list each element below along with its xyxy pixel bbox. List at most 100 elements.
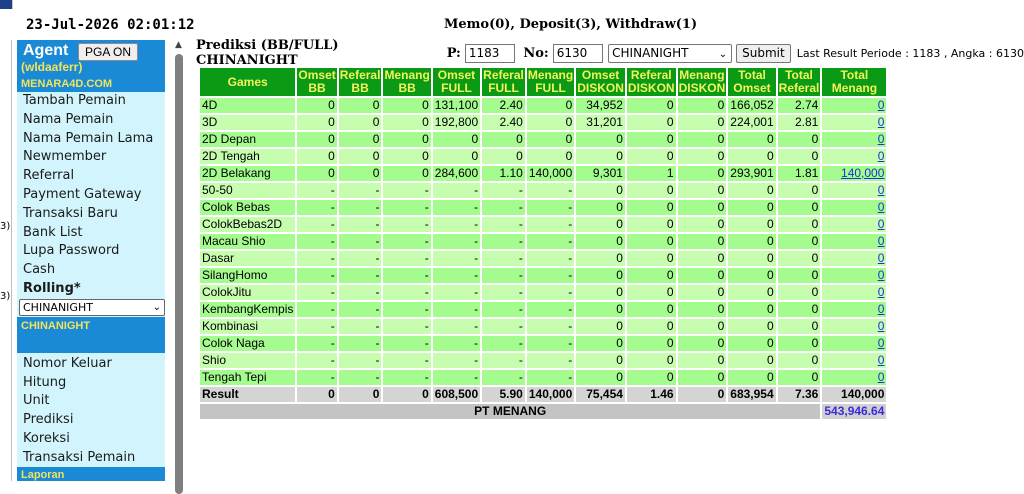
table-cell: 0 [383, 166, 431, 181]
market-select[interactable]: CHINANIGHT ⌄ [19, 298, 165, 316]
sidebar-item[interactable]: Nomor Keluar [23, 355, 112, 371]
total-menang-link[interactable]: 0 [822, 353, 887, 368]
total-menang-link[interactable]: 0 [822, 251, 887, 266]
sidebar-item[interactable]: Transaksi Pemain [23, 449, 136, 465]
table-cell: - [297, 336, 337, 351]
sidebar-item[interactable]: Cash [23, 262, 56, 278]
sidebar: Agent PGA ON (wldaaferr) MENARA4D.COM Ta… [17, 40, 165, 481]
total-menang-link[interactable]: 0 [822, 302, 887, 317]
table-row: Shio - - - - - -0 0 0 0 0 0 [200, 353, 887, 368]
table-cell: - [482, 353, 525, 368]
table-cell: - [432, 268, 481, 283]
table-cell: - [297, 319, 337, 334]
total-menang-link[interactable]: 0 [822, 149, 887, 164]
total-menang-link[interactable]: 0 [822, 268, 887, 283]
total-menang-link[interactable]: 0 [822, 234, 887, 249]
table-cell: 0 [338, 98, 382, 113]
sidebar-item[interactable]: Referral [23, 168, 75, 184]
sidebar-section-laporan[interactable]: Laporan [17, 467, 165, 481]
total-menang-link[interactable]: 0 [822, 200, 887, 215]
table-cell: 0 [677, 132, 727, 147]
market-dropdown[interactable]: CHINANIGHT ⌄ [608, 43, 733, 63]
pga-on-button[interactable]: PGA ON [78, 43, 138, 61]
table-cell: - [383, 285, 431, 300]
table-cell: 0 [677, 353, 727, 368]
sidebar-item[interactable]: Bank List [23, 224, 83, 240]
result-cell: 0 [338, 387, 382, 402]
table-cell: 0 [297, 132, 337, 147]
sidebar-item[interactable]: Hitung [23, 374, 67, 390]
table-cell: - [482, 234, 525, 249]
prediction-form: Prediksi (BB/FULL) CHINANIGHT P: 1183 No… [196, 38, 1024, 68]
sidebar-item[interactable]: Prediksi [23, 412, 74, 428]
table-cell: 0 [432, 149, 481, 164]
table-cell: 0 [626, 132, 676, 147]
sidebar-item[interactable]: Unit [23, 393, 50, 409]
table-cell: 0 [677, 200, 727, 215]
column-header-text: Referal [339, 68, 381, 82]
table-cell: - [338, 302, 382, 317]
total-menang-link[interactable]: 0 [822, 319, 887, 334]
scrollbar-thumb[interactable] [175, 54, 183, 494]
table-cell: 2.74 [777, 98, 821, 113]
left-edge-tick: 3) [0, 291, 11, 302]
table-cell: - [432, 370, 481, 385]
period-input[interactable]: 1183 [464, 43, 516, 63]
sidebar-item[interactable]: Payment Gateway [23, 186, 142, 202]
table-cell: 0 [677, 336, 727, 351]
total-menang-link[interactable]: 140,000 [822, 166, 887, 181]
table-cell: 0 [383, 115, 431, 130]
table-cell: 284,600 [432, 166, 481, 181]
table-cell: 0 [626, 115, 676, 130]
scroll-up-icon[interactable]: ▲ [175, 40, 182, 50]
table-cell: 0 [626, 353, 676, 368]
sidebar-scrollbar[interactable]: ▲ [173, 40, 185, 494]
table-cell: - [432, 183, 481, 198]
table-row: 2D Tengah 0 0 0 0 0 0 0 0 0 0 0 0 [200, 149, 887, 164]
table-cell: 0 [677, 370, 727, 385]
table-cell: 0 [338, 166, 382, 181]
page-title: Prediksi (BB/FULL) CHINANIGHT [196, 38, 339, 68]
total-menang-link[interactable]: 0 [822, 115, 887, 130]
top-strip [0, 0, 1024, 9]
table-cell: 0 [677, 217, 727, 232]
number-input[interactable]: 6130 [552, 43, 604, 63]
sidebar-item[interactable]: Tambah Pemain [23, 93, 126, 108]
sidebar-item-rolling[interactable]: Rolling* [23, 280, 81, 296]
table-cell: 0 [526, 115, 575, 130]
table-cell: - [526, 234, 575, 249]
table-cell: 0 [576, 268, 625, 283]
table-cell: 0 [383, 98, 431, 113]
game-name-cell: ColokBebas2D [200, 217, 296, 232]
agent-username: (wldaaferr) [21, 60, 83, 74]
sidebar-item[interactable]: Lupa Password [23, 243, 120, 259]
table-cell: 0 [777, 319, 821, 334]
total-menang-link[interactable]: 0 [822, 336, 887, 351]
sidebar-item[interactable]: Transaksi Baru [23, 205, 118, 221]
total-menang-link[interactable]: 0 [822, 98, 887, 113]
table-cell: 0 [576, 200, 625, 215]
sidebar-item[interactable]: Nama Pemain [23, 111, 114, 127]
pt-menang-label: PT MENANG [200, 404, 821, 419]
sidebar-item[interactable]: Newmember [23, 149, 107, 165]
submit-button[interactable]: Submit [736, 43, 791, 63]
total-menang-link[interactable]: 0 [822, 183, 887, 198]
total-menang-link[interactable]: 0 [822, 217, 887, 232]
total-menang-link[interactable]: 0 [822, 370, 887, 385]
table-cell: - [482, 285, 525, 300]
sidebar-item[interactable]: Koreksi [23, 430, 70, 446]
table-cell: 0 [626, 251, 676, 266]
table-cell: 0 [576, 353, 625, 368]
total-menang-link[interactable]: 0 [822, 132, 887, 147]
table-row: 50-50- - - - - -0 0 0 0 0 0 [200, 183, 887, 198]
sidebar-item[interactable]: Nama Pemain Lama [23, 130, 154, 146]
table-cell: 192,800 [432, 115, 481, 130]
game-name-cell: SilangHomo [200, 268, 296, 283]
table-cell: 0 [777, 234, 821, 249]
memo-deposit-withdraw-status[interactable]: Memo(0), Deposit(3), Withdraw(1) [444, 17, 698, 32]
column-header-text: Menang [527, 68, 574, 82]
total-menang-link[interactable]: 0 [822, 285, 887, 300]
table-row: 2D Depan 0 0 0 0 0 0 0 0 0 0 0 0 [200, 132, 887, 147]
table-cell: 0 [576, 336, 625, 351]
table-cell: 0 [626, 200, 676, 215]
